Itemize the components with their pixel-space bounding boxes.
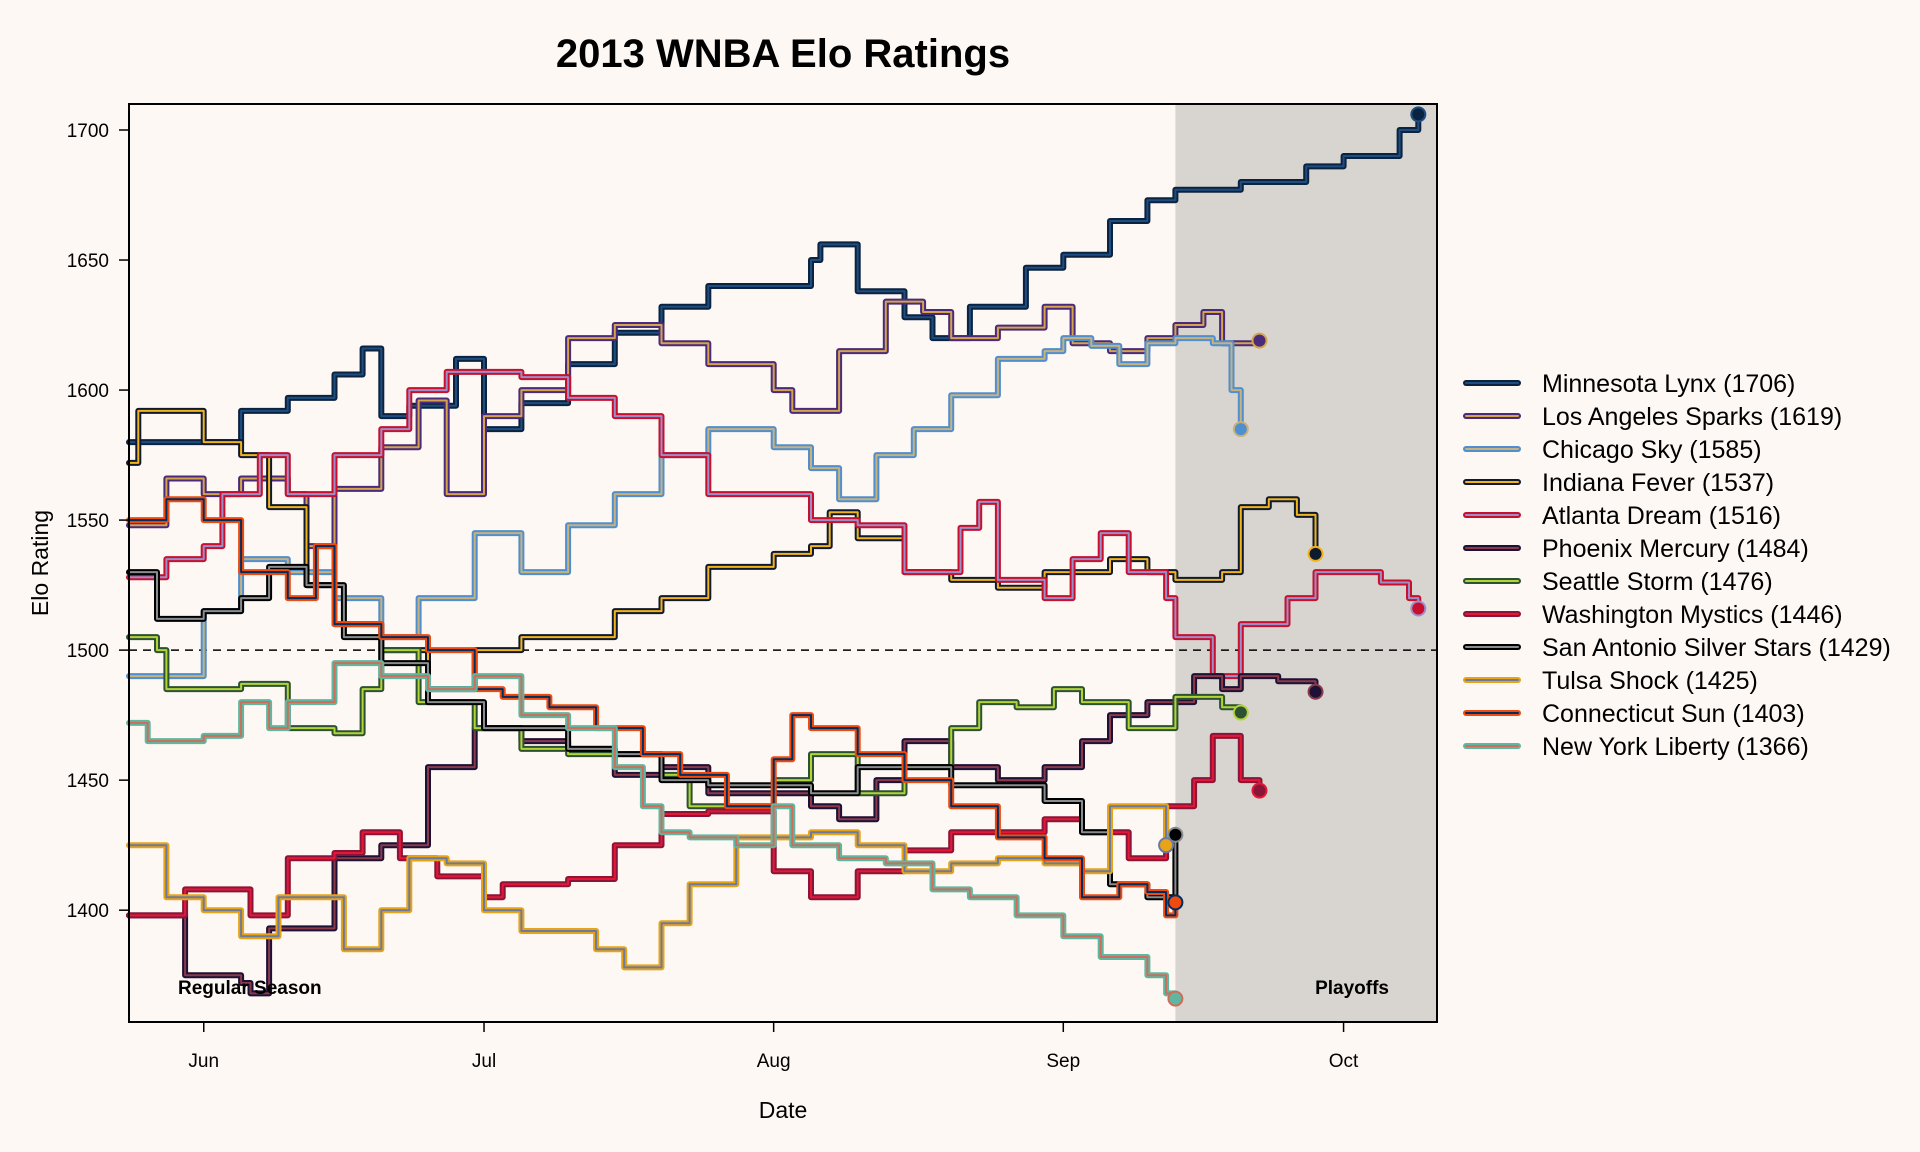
series-minnesota-lynx: [126, 111, 1422, 446]
series-line-inner: [128, 675, 1317, 995]
legend-entry: Seattle Storm (1476): [1542, 568, 1773, 596]
series-phoenix-mercury: [126, 673, 1319, 997]
legend-entry: Connecticut Sun (1403): [1542, 700, 1805, 728]
x-tick-label: Sep: [1046, 1051, 1080, 1072]
endpoint-marker-los-angeles-sparks: [1251, 332, 1268, 349]
legend-entry: Atlanta Dream (1516): [1542, 502, 1781, 530]
series-line-inner: [128, 498, 1177, 917]
y-tick-label: 1550: [67, 511, 109, 532]
series-atlanta-dream: [126, 368, 1422, 680]
endpoint-marker-atlanta-dream: [1410, 600, 1427, 617]
series-line-inner: [128, 805, 1168, 969]
legend-entry: San Antonio Silver Stars (1429): [1542, 634, 1891, 662]
y-axis: 1400 1450 1500 1550 1600 1650 1700: [67, 121, 129, 922]
legend-entry: Indiana Fever (1537): [1542, 469, 1774, 497]
endpoint-marker-indiana-fever: [1307, 545, 1324, 562]
series-line-inner: [128, 370, 1420, 678]
endpoint-marker-chicago-sky: [1232, 421, 1249, 438]
legend-entry: Minnesota Lynx (1706): [1542, 370, 1795, 398]
legend-entry: Phoenix Mercury (1484): [1542, 535, 1809, 563]
y-tick-label: 1500: [67, 641, 109, 662]
series-connecticut-sun: [126, 496, 1179, 919]
endpoint-marker-seattle-storm: [1232, 704, 1249, 721]
series-line-inner: [128, 734, 1261, 917]
series-line-inner: [128, 636, 1242, 808]
series-line-inner: [128, 662, 1177, 1000]
x-tick-label: Jun: [188, 1051, 219, 1072]
series-washington-mystics: [126, 732, 1263, 919]
series-seattle-storm: [126, 634, 1244, 810]
legend: Minnesota Lynx (1706) Los Angeles Sparks …: [1463, 370, 1891, 761]
endpoint-marker-washington-mystics: [1251, 782, 1268, 799]
legend-entry: Washington Mystics (1446): [1542, 601, 1843, 629]
x-tick-label: Jul: [472, 1051, 496, 1072]
legend-entry: Chicago Sky (1585): [1542, 436, 1762, 464]
x-axis: Jun Jul Aug Sep Oct: [188, 1022, 1359, 1072]
series-chicago-sky: [126, 335, 1244, 680]
y-axis-label: Elo Rating: [27, 510, 53, 616]
y-tick-label: 1450: [67, 771, 109, 792]
series-new-york-liberty: [126, 660, 1179, 1002]
legend-entry: Los Angeles Sparks (1619): [1542, 403, 1842, 431]
y-tick-label: 1700: [67, 121, 109, 142]
x-axis-label: Date: [759, 1097, 808, 1123]
series-tulsa-shock: [126, 803, 1170, 971]
x-tick-label: Aug: [757, 1051, 791, 1072]
endpoint-marker-new-york-liberty: [1167, 990, 1184, 1007]
endpoint-marker-connecticut-sun: [1167, 894, 1184, 911]
series-line-inner: [128, 113, 1420, 444]
regular-season-label: Regular Season: [178, 978, 322, 999]
endpoint-marker-phoenix-mercury: [1307, 683, 1324, 700]
legend-entry: Tulsa Shock (1425): [1542, 667, 1758, 695]
y-tick-label: 1650: [67, 251, 109, 272]
playoffs-region: [1175, 104, 1437, 1022]
chart-title: 2013 WNBA Elo Ratings: [556, 32, 1010, 76]
y-tick-label: 1400: [67, 901, 109, 922]
x-tick-label: Oct: [1329, 1051, 1359, 1072]
endpoint-marker-layer: [1158, 106, 1427, 1007]
plot-frame: [128, 103, 1438, 1023]
endpoint-marker-minnesota-lynx: [1410, 106, 1427, 123]
endpoint-marker-san-antonio-silver-stars: [1167, 826, 1184, 843]
series-line-inner: [128, 337, 1242, 678]
playoffs-label: Playoffs: [1315, 978, 1389, 999]
legend-entry: New York Liberty (1366): [1542, 733, 1809, 761]
endpoint-marker-tulsa-shock: [1158, 837, 1175, 854]
y-tick-label: 1600: [67, 381, 109, 402]
series-layer: [126, 111, 1422, 1002]
